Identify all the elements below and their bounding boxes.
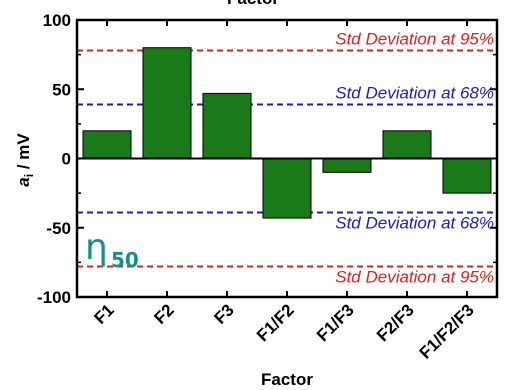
y-axis-ticks: -100 -50 0 50 100: [37, 11, 497, 307]
x-tick-label: F1/F2/F3: [416, 300, 478, 362]
bar-f1-f2: [262, 158, 312, 219]
x-tick-label: F3: [210, 300, 237, 327]
reference-line-label: Std Deviation at 68%: [335, 83, 494, 102]
eta-subscript: 50: [111, 248, 139, 272]
y-tick-label: -50: [46, 219, 71, 238]
y-tick-label: 0: [62, 150, 71, 169]
y-axis-title-sub: i: [22, 174, 36, 177]
y-tick-label: 50: [52, 80, 71, 99]
x-tick-label: F2/F3: [373, 300, 418, 345]
chart-top-label: Factor: [227, 0, 279, 8]
y-tick-label: 100: [43, 11, 71, 30]
y-axis-title: ai / mV: [14, 133, 36, 187]
x-tick-label: F2: [150, 300, 177, 327]
bar-f2-f3: [382, 130, 432, 160]
x-axis-title: Factor: [261, 370, 313, 389]
reference-line-label: Std Deviation at 68%: [335, 214, 494, 233]
reference-line-label: Std Deviation at 95%: [335, 29, 494, 48]
y-tick-label: -100: [37, 288, 71, 307]
x-tick-label: F1/F2: [253, 300, 298, 345]
bar-f3: [202, 92, 252, 159]
eta-annotation: η 50: [85, 227, 139, 272]
bar-f2: [142, 47, 192, 160]
y-axis-title-main: a: [14, 177, 33, 186]
y-axis-title-rest: / mV: [14, 133, 33, 174]
bar-f1-f3: [322, 158, 372, 173]
x-tick-label: F1: [90, 300, 117, 327]
bar-f1-f2-f3: [442, 158, 492, 194]
bar-f1: [82, 130, 132, 160]
reference-line-label: Std Deviation at 95%: [335, 268, 494, 287]
eta-symbol: η: [85, 227, 108, 268]
reference-line-labels: Std Deviation at 95% Std Deviation at 68%…: [335, 29, 494, 286]
x-tick-label: F1/F3: [313, 300, 358, 345]
bars: [82, 47, 492, 219]
